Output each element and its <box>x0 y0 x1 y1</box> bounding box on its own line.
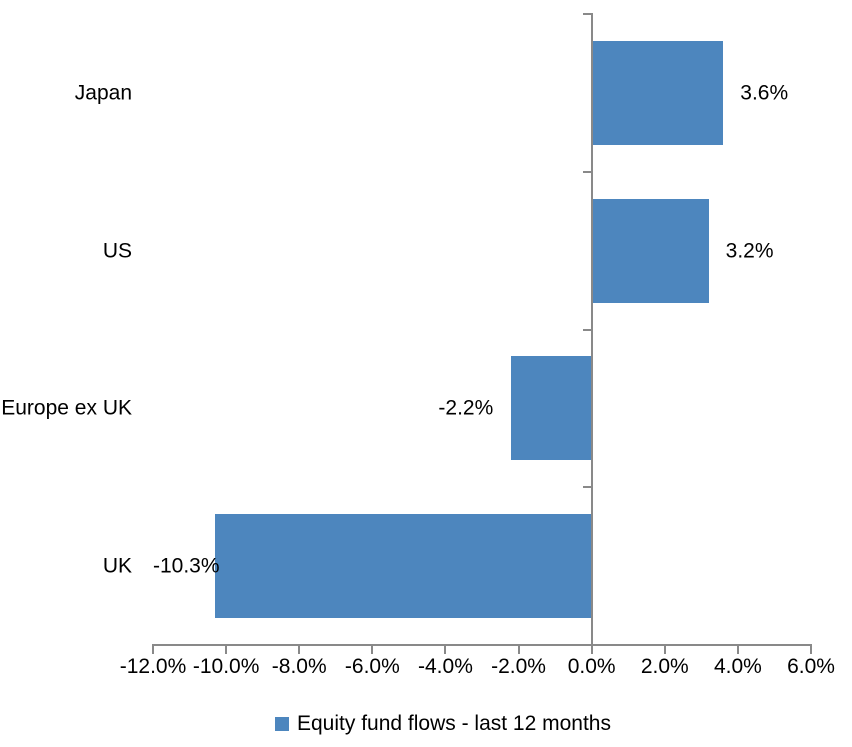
x-tick-label: 6.0% <box>787 655 835 678</box>
x-axis-tick <box>736 644 739 654</box>
data-label-europe-ex-uk: -2.2% <box>438 396 494 420</box>
x-axis-tick <box>225 644 228 654</box>
x-tick-label: -2.0% <box>491 655 546 678</box>
x-axis-tick <box>444 644 447 654</box>
x-tick-label: -10.0% <box>192 655 260 678</box>
category-label-japan: Japan <box>74 81 132 105</box>
legend-label: Equity fund flows - last 12 months <box>297 712 611 735</box>
x-axis-tick <box>663 644 666 654</box>
data-label-japan: 3.6% <box>740 81 789 105</box>
category-label-uk: UK <box>102 554 132 578</box>
x-axis-tick <box>371 644 374 654</box>
bar-uk <box>215 514 592 619</box>
data-label-us: 3.2% <box>725 239 774 263</box>
bar-us <box>591 198 709 303</box>
y-axis-tick <box>582 13 593 15</box>
bar-japan <box>591 40 724 145</box>
bar-europe-ex-uk <box>511 356 592 461</box>
category-label-us: US <box>102 239 132 263</box>
x-tick-label: 4.0% <box>713 655 762 678</box>
legend-series-square-icon <box>275 716 289 731</box>
x-tick-label: -4.0% <box>418 655 473 678</box>
x-axis-tick <box>298 644 301 654</box>
y-axis-tick <box>582 486 593 489</box>
legend: Equity fund flows - last 12 months <box>275 710 611 737</box>
y-axis-tick <box>582 170 593 173</box>
x-tick-label: -6.0% <box>344 655 400 678</box>
x-axis-tick <box>590 644 593 654</box>
x-tick-label: -8.0% <box>271 655 327 678</box>
x-tick-label: 2.0% <box>640 655 689 678</box>
category-label-europe-ex-uk: Europe ex UK <box>1 396 132 420</box>
y-axis-tick <box>582 328 593 331</box>
x-axis-tick <box>517 644 520 654</box>
x-axis-tick <box>810 644 812 654</box>
x-axis-tick <box>152 644 154 654</box>
x-tick-label: -12.0% <box>119 655 187 678</box>
data-label-uk: -10.3% <box>153 554 220 578</box>
x-axis-line <box>152 644 812 646</box>
x-tick-label: 0.0% <box>567 655 616 678</box>
y-axis-tick <box>582 644 593 646</box>
y-axis-zero-line <box>590 14 593 653</box>
